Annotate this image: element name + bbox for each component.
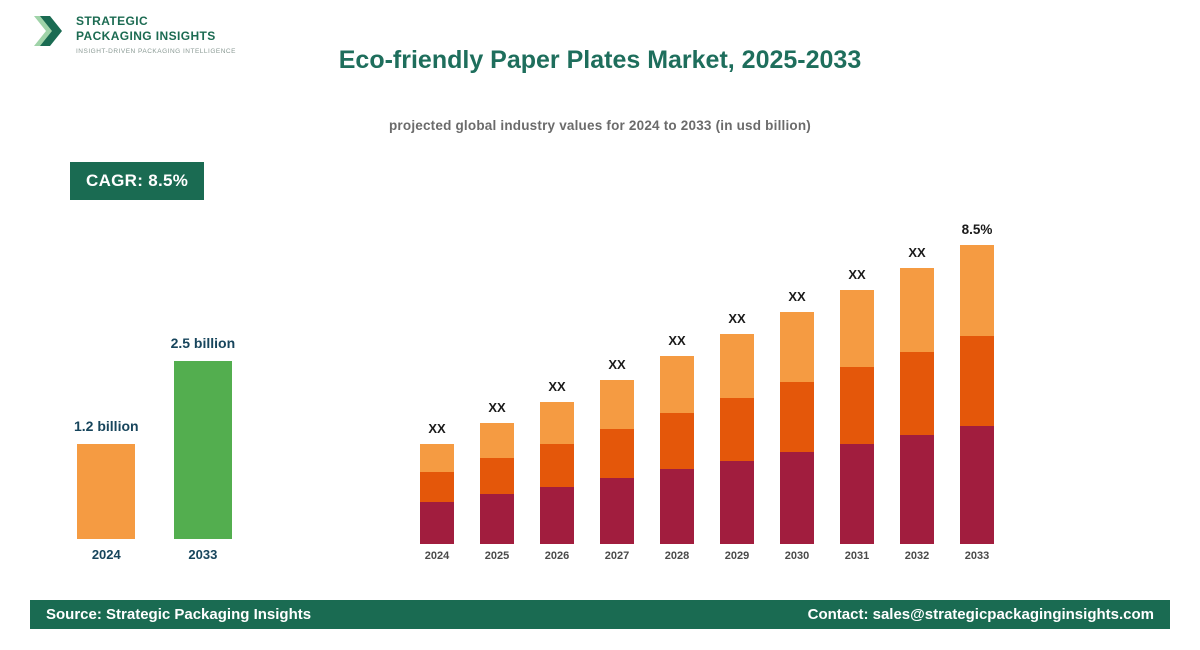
top-light-orange-segment	[720, 334, 754, 398]
stacked-bar	[780, 312, 814, 544]
stacked-bar	[960, 245, 994, 544]
stacked-bar-group: 8.5% 2033	[960, 222, 994, 562]
footer-contact: Contact: sales@strategicpackaginginsight…	[807, 606, 1154, 623]
bar-top-label: XX	[608, 357, 626, 372]
bar-top-label: XX	[848, 267, 866, 282]
bar-top-label: 8.5%	[961, 222, 993, 237]
brand-logo-text: STRATEGIC PACKAGING INSIGHTS INSIGHT-DRI…	[76, 14, 236, 55]
bottom-maroon-segment	[720, 461, 754, 544]
stacked-bar-group: XX 2024	[420, 421, 454, 562]
summary-bar-group: 1.2 billion 2024	[74, 418, 139, 562]
bar-top-label: XX	[428, 421, 446, 436]
bar-year-label: 2024	[91, 547, 121, 562]
bar-top-label: XX	[668, 333, 686, 348]
top-light-orange-segment	[660, 356, 694, 413]
brand-logo: STRATEGIC PACKAGING INSIGHTS INSIGHT-DRI…	[32, 14, 236, 55]
bottom-maroon-segment	[840, 444, 874, 544]
top-light-orange-segment	[420, 444, 454, 472]
summary-bar	[173, 361, 232, 539]
summary-chart: 1.2 billion 2024 2.5 billion 2033	[74, 335, 235, 562]
summary-bar-group: 2.5 billion 2033	[171, 335, 236, 562]
middle-dark-orange-segment	[660, 413, 694, 469]
top-light-orange-segment	[840, 290, 874, 367]
stacked-bar-group: XX 2032	[900, 245, 934, 562]
bar-year-label: 2028	[664, 550, 690, 562]
bar-top-label: XX	[788, 289, 806, 304]
stacked-bar-group: XX 2031	[840, 267, 874, 562]
brand-tagline: INSIGHT-DRIVEN PACKAGING INTELLIGENCE	[76, 48, 236, 55]
bottom-maroon-segment	[540, 487, 574, 544]
bar-value-label: 1.2 billion	[74, 418, 139, 434]
top-light-orange-segment	[600, 380, 634, 429]
stacked-bar	[660, 356, 694, 544]
stacked-bar	[420, 444, 454, 544]
top-light-orange-segment	[540, 402, 574, 444]
bar-year-label: 2026	[544, 550, 570, 562]
bottom-maroon-segment	[600, 478, 634, 544]
stacked-bar	[900, 268, 934, 544]
page-title: Eco-friendly Paper Plates Market, 2025-2…	[338, 46, 862, 74]
middle-dark-orange-segment	[900, 352, 934, 435]
top-light-orange-segment	[960, 245, 994, 336]
page-subtitle: projected global industry values for 202…	[388, 118, 812, 133]
bar-top-label: XX	[728, 311, 746, 326]
cagr-badge: CAGR: 8.5%	[70, 162, 205, 200]
stacked-bar	[720, 334, 754, 544]
bottom-maroon-segment	[660, 469, 694, 544]
bar-year-label: 2029	[724, 550, 750, 562]
stacked-bar	[480, 423, 514, 544]
summary-bar	[77, 444, 136, 539]
top-light-orange-segment	[900, 268, 934, 352]
footer-source: Source: Strategic Packaging Insights	[46, 606, 312, 623]
middle-dark-orange-segment	[480, 458, 514, 494]
bottom-maroon-segment	[960, 426, 994, 544]
middle-dark-orange-segment	[600, 429, 634, 478]
bottom-maroon-segment	[900, 435, 934, 544]
stacked-bar-group: XX 2027	[600, 357, 634, 562]
middle-dark-orange-segment	[420, 472, 454, 502]
stacked-bar	[840, 290, 874, 544]
stacked-bar-group: XX 2029	[720, 311, 754, 562]
stacked-bar-group: XX 2030	[780, 289, 814, 562]
middle-dark-orange-segment	[720, 398, 754, 461]
stacked-bar-group: XX 2026	[540, 379, 574, 562]
footer-bar: Source: Strategic Packaging Insights Con…	[30, 600, 1170, 629]
top-light-orange-segment	[780, 312, 814, 382]
stacked-bar-group: XX 2025	[480, 400, 514, 562]
bar-value-label: 2.5 billion	[170, 335, 236, 351]
middle-dark-orange-segment	[540, 444, 574, 487]
chevron-logo-icon	[34, 16, 62, 46]
bar-top-label: XX	[908, 245, 926, 260]
stacked-bar	[600, 380, 634, 544]
brand-name-line2: PACKAGING INSIGHTS	[76, 29, 216, 43]
stacked-bar-group: XX 2028	[660, 333, 694, 562]
bar-year-label: 2033	[188, 547, 218, 562]
bar-year-label: 2031	[844, 550, 870, 562]
middle-dark-orange-segment	[780, 382, 814, 452]
bar-top-label: XX	[488, 400, 506, 415]
bar-year-label: 2032	[904, 550, 930, 562]
brand-name-line1: STRATEGIC	[76, 14, 149, 28]
bar-top-label: XX	[548, 379, 566, 394]
bar-year-label: 2030	[784, 550, 810, 562]
top-light-orange-segment	[480, 423, 514, 458]
bottom-maroon-segment	[420, 502, 454, 544]
middle-dark-orange-segment	[960, 336, 994, 426]
bar-year-label: 2025	[484, 550, 510, 562]
middle-dark-orange-segment	[840, 367, 874, 444]
bottom-maroon-segment	[780, 452, 814, 544]
stacked-bar-chart: XX 2024 XX 2025 XX 2026 XX 2027 XX 2028 XX 2029 XX 20…	[420, 222, 994, 562]
bottom-maroon-segment	[480, 494, 514, 544]
bar-year-label: 2027	[604, 550, 630, 562]
bar-year-label: 2024	[424, 550, 450, 562]
bar-year-label: 2033	[964, 550, 990, 562]
stacked-bar	[540, 402, 574, 544]
